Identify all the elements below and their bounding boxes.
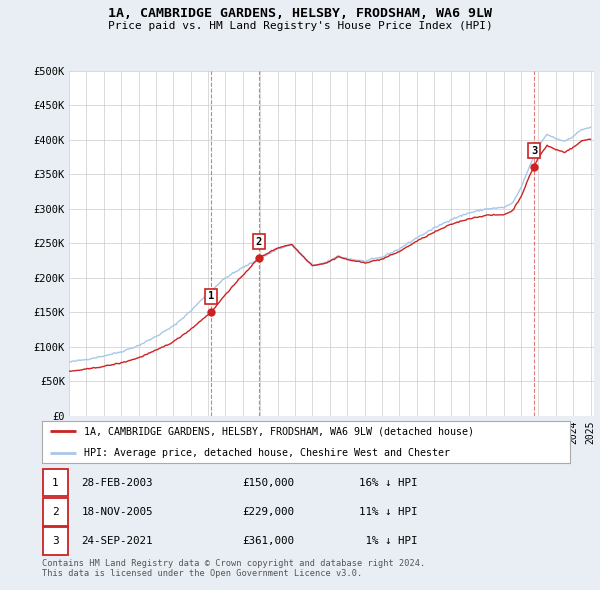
Text: Contains HM Land Registry data © Crown copyright and database right 2024.: Contains HM Land Registry data © Crown c…	[42, 559, 425, 568]
Text: HPI: Average price, detached house, Cheshire West and Chester: HPI: Average price, detached house, Ches…	[84, 448, 450, 457]
FancyBboxPatch shape	[43, 527, 68, 555]
Text: 1: 1	[208, 291, 214, 301]
Text: 3: 3	[531, 146, 537, 156]
Text: 3: 3	[52, 536, 59, 546]
Text: Price paid vs. HM Land Registry's House Price Index (HPI): Price paid vs. HM Land Registry's House …	[107, 21, 493, 31]
Text: 16% ↓ HPI: 16% ↓ HPI	[359, 477, 418, 487]
Text: 18-NOV-2005: 18-NOV-2005	[82, 507, 153, 517]
Text: 1: 1	[52, 477, 59, 487]
Text: £229,000: £229,000	[242, 507, 295, 517]
Text: 1A, CAMBRIDGE GARDENS, HELSBY, FRODSHAM, WA6 9LW (detached house): 1A, CAMBRIDGE GARDENS, HELSBY, FRODSHAM,…	[84, 427, 474, 436]
Text: 2: 2	[52, 507, 59, 517]
Text: 11% ↓ HPI: 11% ↓ HPI	[359, 507, 418, 517]
Text: £361,000: £361,000	[242, 536, 295, 546]
Text: 1% ↓ HPI: 1% ↓ HPI	[359, 536, 418, 546]
Text: £150,000: £150,000	[242, 477, 295, 487]
Text: 24-SEP-2021: 24-SEP-2021	[82, 536, 153, 546]
Text: 28-FEB-2003: 28-FEB-2003	[82, 477, 153, 487]
Text: 2: 2	[256, 237, 262, 247]
FancyBboxPatch shape	[43, 498, 68, 526]
Text: This data is licensed under the Open Government Licence v3.0.: This data is licensed under the Open Gov…	[42, 569, 362, 578]
FancyBboxPatch shape	[43, 469, 68, 496]
Text: 1A, CAMBRIDGE GARDENS, HELSBY, FRODSHAM, WA6 9LW: 1A, CAMBRIDGE GARDENS, HELSBY, FRODSHAM,…	[108, 7, 492, 20]
